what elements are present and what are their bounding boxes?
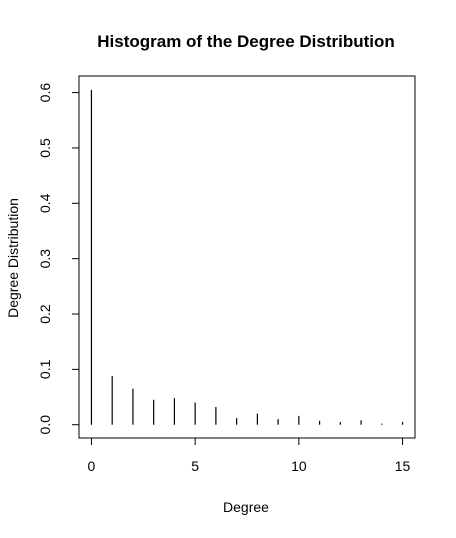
- x-axis-label: Degree: [223, 499, 269, 515]
- x-tick-label: 10: [291, 458, 307, 474]
- y-tick-label: 0.3: [37, 249, 53, 269]
- y-tick-label: 0.2: [37, 304, 53, 324]
- x-tick-label: 0: [88, 458, 96, 474]
- y-tick-label: 0.1: [37, 359, 53, 379]
- y-tick-label: 0.4: [37, 193, 53, 213]
- plot-frame: [78, 75, 416, 439]
- y-tick-label: 0.5: [37, 138, 53, 158]
- x-tick-label: 15: [395, 458, 411, 474]
- y-axis: 0.0 0.1 0.2 0.3 0.4 0.5 0.6: [37, 83, 80, 435]
- y-tick-label: 0.0: [37, 415, 53, 435]
- x-tick-label: 5: [191, 458, 199, 474]
- bars: [90, 89, 404, 425]
- x-axis: 0 5 10 15: [88, 437, 411, 474]
- y-tick-label: 0.6: [37, 83, 53, 103]
- chart-title: Histogram of the Degree Distribution: [97, 32, 395, 51]
- y-axis-label: Degree Distribution: [5, 198, 21, 318]
